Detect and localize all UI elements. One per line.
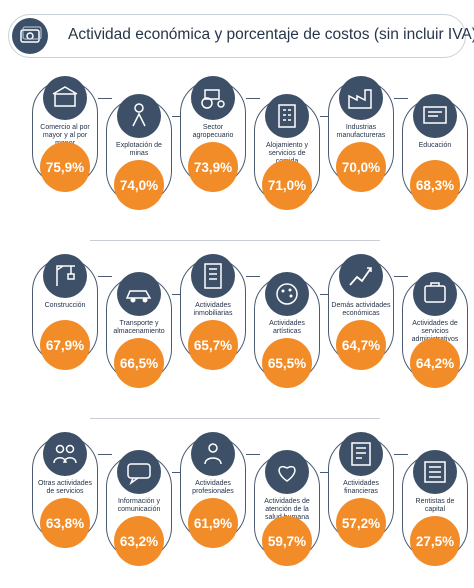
flow-connector [98, 276, 112, 277]
activity-label: Actividades inmobiliarias [193, 302, 233, 317]
tractor-icon [191, 76, 235, 120]
flow-connector [394, 98, 408, 99]
education-icon [413, 94, 457, 138]
activity-label: Transporte y almacenamiento [113, 320, 165, 335]
flow-connector [320, 116, 334, 117]
activity-label: Actividades artísticas [269, 320, 305, 335]
flow-connector [394, 276, 408, 277]
cost-percentage-value: 63,2% [114, 516, 164, 566]
cost-percentage-value: 66,5% [114, 338, 164, 388]
finance-icon [339, 432, 383, 476]
cost-percentage-value: 61,9% [188, 498, 238, 548]
flow-connector [320, 294, 334, 295]
capital-icon [413, 450, 457, 494]
row-divider [90, 240, 380, 241]
activity-card: Otras actividades de servicios 63,8% [32, 432, 112, 548]
activity-label: Sector agropecuario [192, 124, 234, 139]
flow-connector [246, 276, 260, 277]
activity-card: Actividades de atención de la salud huma… [254, 450, 334, 566]
activity-label: Construcción [44, 302, 86, 309]
activity-card: Educación 68,3% [402, 94, 468, 210]
cost-percentage-value: 70,0% [336, 142, 386, 192]
cost-percentage-value: 74,0% [114, 160, 164, 210]
activity-card: Rentistas de capital 27,5% [402, 450, 468, 566]
growth-chart-icon [339, 254, 383, 298]
flow-connector [172, 472, 186, 473]
cost-percentage-value: 75,9% [40, 142, 90, 192]
activity-label: Otras actividades de servicios [37, 480, 93, 495]
activity-card: Demás actividades económicas 64,7% [328, 254, 408, 370]
cost-percentage-value: 27,5% [410, 516, 460, 566]
flow-connector [172, 116, 186, 117]
activity-label: Industrias manufactureras [336, 124, 386, 139]
activity-card: Explotación de minas 74,0% [106, 94, 186, 210]
row-divider [90, 418, 380, 419]
people-icon [43, 432, 87, 476]
flow-connector [172, 294, 186, 295]
crane-icon [43, 254, 87, 298]
professional-icon [191, 432, 235, 476]
activity-card: Alojamiento y servicios de comida71,0% [254, 94, 334, 210]
activity-card: Actividades de servicios administrativos… [402, 272, 468, 388]
flow-connector [320, 472, 334, 473]
flow-connector [246, 98, 260, 99]
activity-card: Actividades financieras 57,2% [328, 432, 408, 548]
activity-card: Información y comunicación 63,2% [106, 450, 186, 566]
hotel-icon [265, 94, 309, 138]
activity-card: Transporte y almacenamiento 66,5% [106, 272, 186, 388]
activity-label: Educación [418, 142, 452, 149]
cost-percentage-value: 73,9% [188, 142, 238, 192]
activity-card: Sector agropecuario 73,9% [180, 76, 260, 192]
health-icon [265, 450, 309, 494]
cost-percentage-value: 64,2% [410, 338, 460, 388]
car-icon [117, 272, 161, 316]
activity-card: Actividades profesionales 61,9% [180, 432, 260, 548]
activity-card: Comercio al por mayor y al por menor75,9… [32, 76, 112, 192]
cost-percentage-value: 71,0% [262, 160, 312, 210]
factory-icon [339, 76, 383, 120]
cost-percentage-value: 67,9% [40, 320, 90, 370]
cost-percentage-value: 57,2% [336, 498, 386, 548]
money-icon [12, 18, 48, 54]
flow-connector [98, 454, 112, 455]
activity-label: Información y comunicación [117, 498, 161, 513]
cost-percentage-value: 64,7% [336, 320, 386, 370]
cost-percentage-value: 63,8% [40, 498, 90, 548]
activity-card: Actividades artísticas 65,5% [254, 272, 334, 388]
activity-label: Explotación de minas [116, 142, 162, 157]
flow-connector [98, 98, 112, 99]
cost-percentage-value: 65,7% [188, 320, 238, 370]
activity-label: Demás actividades económicas [331, 302, 391, 317]
communication-icon [117, 450, 161, 494]
activity-label: Rentistas de capital [415, 498, 455, 513]
miner-icon [117, 94, 161, 138]
activity-label: Actividades profesionales [192, 480, 234, 495]
header: Actividad económica y porcentaje de cost… [8, 14, 474, 58]
cost-percentage-value: 65,5% [262, 338, 312, 388]
flow-connector [246, 454, 260, 455]
palette-icon [265, 272, 309, 316]
shop-icon [43, 76, 87, 120]
activity-card: Industrias manufactureras 70,0% [328, 76, 408, 192]
page-title: Actividad económica y porcentaje de cost… [68, 26, 474, 43]
cost-percentage-value: 59,7% [262, 516, 312, 566]
flow-connector [394, 454, 408, 455]
cost-percentage-value: 68,3% [410, 160, 460, 210]
building-icon [191, 254, 235, 298]
activity-card: Construcción 67,9% [32, 254, 112, 370]
admin-icon [413, 272, 457, 316]
activity-label: Actividades financieras [343, 480, 379, 495]
header-pill [8, 14, 466, 58]
activity-card: Actividades inmobiliarias 65,7% [180, 254, 260, 370]
